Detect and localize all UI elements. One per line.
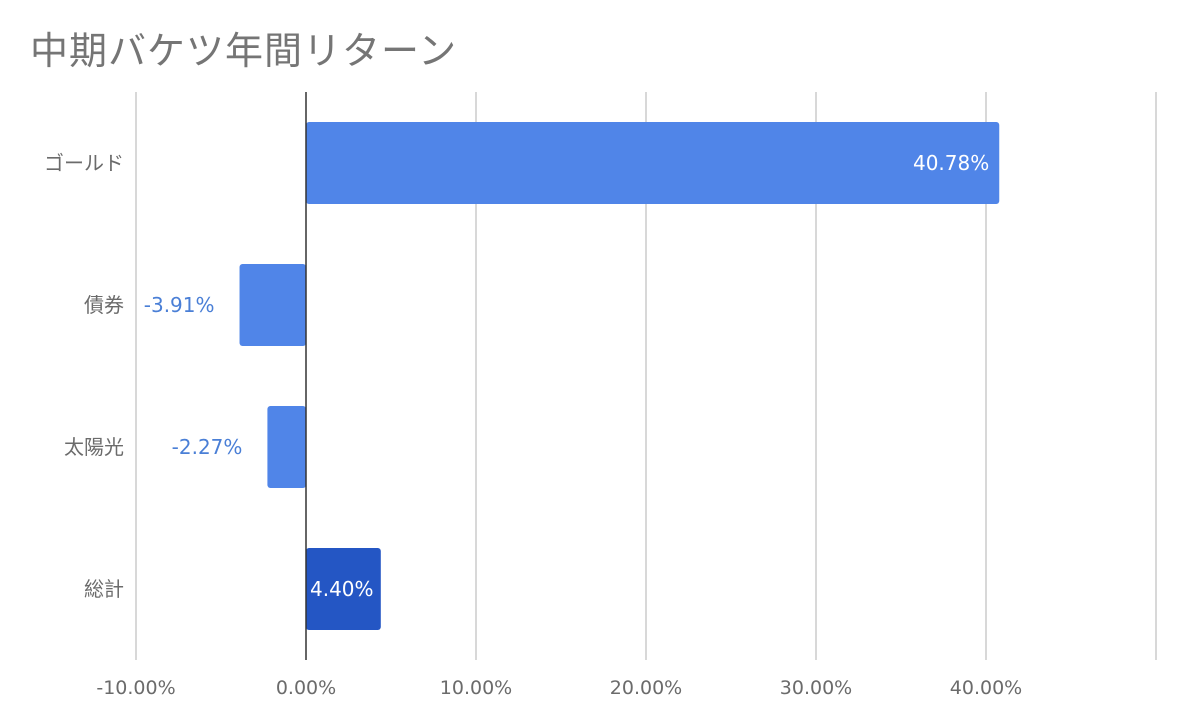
x-tick-label: 0.00% — [276, 677, 336, 699]
data-label: -3.91% — [144, 293, 215, 317]
x-tick-label: 20.00% — [610, 677, 682, 699]
x-tick-label: -10.00% — [96, 677, 175, 699]
category-label: 総計 — [84, 577, 124, 601]
x-tick-label: 40.00% — [950, 677, 1022, 699]
bar — [267, 406, 306, 488]
chart-title: 中期バケツ年間リターン — [30, 29, 458, 73]
category-label: ゴールド — [44, 151, 124, 175]
data-label: 40.78% — [913, 151, 989, 175]
bar — [239, 264, 306, 346]
bar — [306, 122, 1000, 204]
category-label: 債券 — [84, 293, 124, 317]
category-label: 太陽光 — [64, 435, 124, 459]
bar-total — [306, 548, 381, 630]
x-tick-label: 30.00% — [780, 677, 852, 699]
data-label: -2.27% — [172, 435, 243, 459]
x-tick-label: 10.00% — [440, 677, 512, 699]
data-label: 4.40% — [310, 577, 374, 601]
